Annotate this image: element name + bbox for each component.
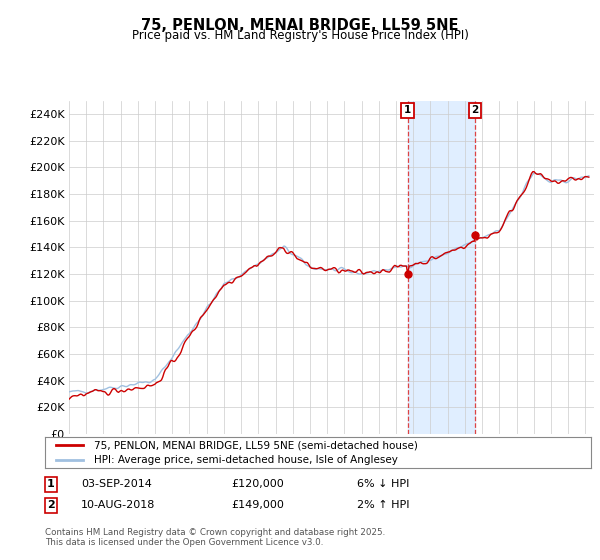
Text: 03-SEP-2014: 03-SEP-2014 <box>81 479 152 489</box>
Text: 75, PENLON, MENAI BRIDGE, LL59 5NE (semi-detached house): 75, PENLON, MENAI BRIDGE, LL59 5NE (semi… <box>94 440 418 450</box>
Text: Contains HM Land Registry data © Crown copyright and database right 2025.
This d: Contains HM Land Registry data © Crown c… <box>45 528 385 547</box>
Text: £149,000: £149,000 <box>231 500 284 510</box>
Text: HPI: Average price, semi-detached house, Isle of Anglesey: HPI: Average price, semi-detached house,… <box>94 455 398 465</box>
Bar <box>407 101 475 434</box>
Text: 2: 2 <box>472 105 479 115</box>
Text: 1: 1 <box>47 479 55 489</box>
Text: 75, PENLON, MENAI BRIDGE, LL59 5NE: 75, PENLON, MENAI BRIDGE, LL59 5NE <box>141 18 459 33</box>
Text: 2: 2 <box>47 500 55 510</box>
Text: Price paid vs. HM Land Registry's House Price Index (HPI): Price paid vs. HM Land Registry's House … <box>131 29 469 42</box>
Text: 2% ↑ HPI: 2% ↑ HPI <box>357 500 409 510</box>
Text: 1: 1 <box>404 105 411 115</box>
Text: 10-AUG-2018: 10-AUG-2018 <box>81 500 155 510</box>
Text: £120,000: £120,000 <box>231 479 284 489</box>
Text: 6% ↓ HPI: 6% ↓ HPI <box>357 479 409 489</box>
